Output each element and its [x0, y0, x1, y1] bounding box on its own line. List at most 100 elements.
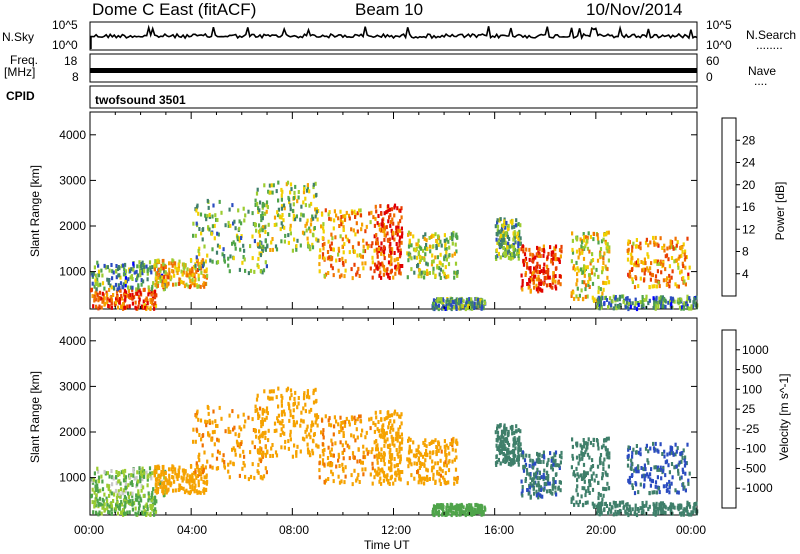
range-gate-cell	[389, 429, 392, 434]
range-gate-cell	[310, 201, 313, 206]
range-gate-cell	[238, 444, 241, 449]
range-gate-cell	[389, 262, 392, 267]
range-gate-cell	[499, 461, 502, 466]
range-gate-cell	[530, 483, 533, 488]
range-gate-cell	[417, 444, 420, 449]
range-gate-cell	[409, 437, 412, 442]
range-gate-cell	[658, 284, 661, 289]
range-gate-cell	[512, 245, 515, 249]
range-gate-cell	[455, 307, 458, 311]
range-gate-cell	[198, 261, 201, 266]
range-gate-cell	[137, 491, 140, 496]
range-gate-cell	[308, 395, 311, 400]
range-gate-cell	[648, 504, 651, 509]
range-gate-cell	[410, 449, 413, 454]
range-gate-cell	[537, 254, 540, 258]
range-gate-cell	[603, 487, 606, 491]
range-gate-cell	[257, 462, 260, 467]
range-gate-cell	[93, 265, 96, 270]
range-gate-cell	[97, 475, 101, 480]
range-gate-cell	[649, 483, 652, 488]
range-gate-cell	[399, 470, 402, 474]
range-gate-cell	[577, 268, 580, 273]
range-gate-cell	[413, 270, 416, 275]
range-gate-cell	[662, 484, 665, 489]
range-gate-cell	[630, 474, 633, 478]
range-gate-cell	[308, 226, 311, 231]
range-gate-cell	[239, 247, 242, 252]
range-gate-cell	[387, 445, 390, 449]
range-gate-cell	[432, 301, 435, 306]
range-gate-cell	[329, 247, 332, 252]
range-gate-cell	[271, 396, 274, 401]
range-gate-cell	[282, 424, 285, 429]
range-gate-cell	[362, 244, 365, 249]
range-gate-cell	[302, 406, 305, 411]
range-gate-cell	[288, 212, 291, 217]
range-gate-cell	[156, 283, 159, 288]
range-gate-cell	[539, 493, 542, 498]
range-gate-cell	[456, 479, 459, 484]
range-gate-cell	[376, 472, 379, 477]
range-gate-cell	[283, 239, 286, 244]
range-gate-cell	[149, 471, 152, 476]
range-gate-cell	[572, 264, 576, 269]
range-gate-cell	[162, 468, 165, 473]
range-gate-cell	[238, 432, 241, 437]
range-gate-cell	[159, 268, 162, 273]
range-gate-cell	[596, 439, 599, 444]
range-gate-cell	[554, 257, 557, 262]
range-gate-cell	[197, 490, 201, 495]
range-gate-cell	[447, 468, 451, 473]
range-gate-cell	[322, 428, 325, 433]
range-gate-cell	[312, 439, 315, 444]
range-gate-cell	[163, 480, 166, 485]
range-gate-cell	[604, 295, 607, 300]
range-gate-cell	[470, 503, 473, 508]
range-gate-cell	[397, 468, 400, 473]
range-gate-cell	[507, 450, 510, 455]
range-gate-cell	[576, 478, 579, 483]
range-gate-cell	[504, 446, 507, 451]
range-gate-cell	[644, 446, 648, 451]
range-gate-cell	[258, 429, 261, 434]
range-gate-cell	[201, 228, 204, 232]
range-gate-cell	[345, 210, 348, 215]
range-gate-cell	[439, 458, 442, 463]
range-gate-cell	[512, 242, 515, 247]
range-gate-cell	[426, 478, 429, 482]
range-gate-cell	[191, 273, 194, 278]
range-gate-cell	[192, 265, 196, 269]
range-gate-cell	[581, 486, 584, 491]
range-gate-cell	[612, 306, 615, 311]
range-gate-cell	[378, 265, 381, 270]
range-gate-cell	[363, 455, 367, 460]
range-gate-cell	[378, 471, 381, 476]
range-gate-cell	[203, 244, 206, 249]
range-gate-cell	[195, 255, 198, 260]
nave-tick-top: 60	[706, 54, 720, 68]
range-gate-cell	[570, 259, 573, 264]
range-gate-cell	[572, 472, 575, 477]
range-gate-cell	[558, 480, 561, 485]
range-gate-cell	[279, 433, 282, 438]
range-gate-cell	[426, 247, 429, 251]
range-gate-cell	[324, 272, 328, 277]
range-gate-cell	[511, 425, 514, 429]
range-gate-cell	[344, 268, 347, 273]
range-gate-cell	[575, 466, 578, 471]
range-gate-cell	[469, 510, 472, 515]
range-gate-cell	[383, 245, 386, 250]
range-gate-cell	[415, 255, 419, 260]
range-gate-cell	[634, 261, 637, 266]
range-gate-cell	[129, 285, 132, 290]
range-gate-cell	[261, 454, 264, 459]
range-gate-cell	[680, 511, 683, 516]
range-gate-cell	[392, 436, 395, 441]
range-gate-cell	[528, 257, 531, 262]
range-gate-cell	[258, 251, 261, 256]
range-gate-cell	[629, 507, 632, 512]
range-gate-cell	[140, 278, 143, 283]
range-gate-cell	[580, 450, 583, 455]
range-gate-cell	[147, 285, 150, 290]
